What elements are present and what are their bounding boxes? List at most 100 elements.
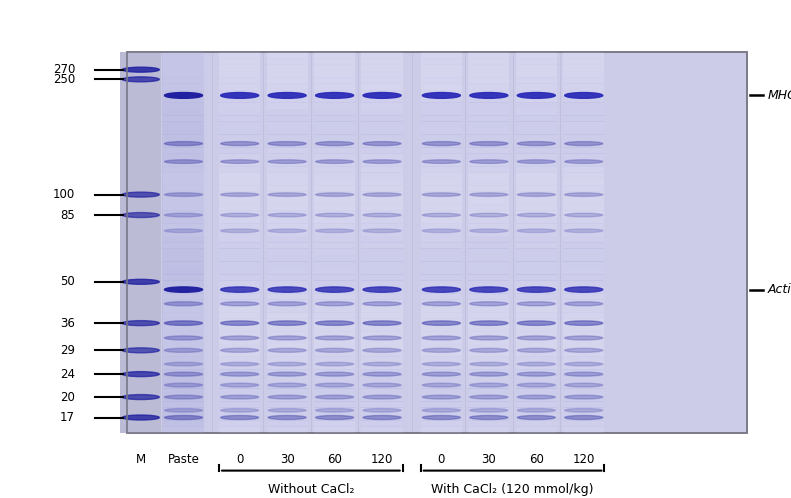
FancyBboxPatch shape: [516, 255, 557, 262]
FancyBboxPatch shape: [516, 147, 557, 154]
Ellipse shape: [470, 287, 508, 292]
Text: 0: 0: [236, 453, 244, 466]
FancyBboxPatch shape: [361, 109, 403, 116]
FancyBboxPatch shape: [516, 407, 557, 414]
FancyBboxPatch shape: [361, 369, 403, 376]
FancyBboxPatch shape: [163, 77, 204, 84]
Ellipse shape: [165, 141, 202, 145]
Ellipse shape: [565, 302, 603, 306]
FancyBboxPatch shape: [421, 407, 462, 414]
FancyBboxPatch shape: [563, 242, 604, 249]
FancyBboxPatch shape: [421, 394, 462, 401]
FancyBboxPatch shape: [361, 357, 403, 364]
FancyBboxPatch shape: [163, 210, 204, 217]
Ellipse shape: [363, 93, 401, 98]
Ellipse shape: [165, 362, 202, 366]
FancyBboxPatch shape: [563, 274, 604, 281]
FancyBboxPatch shape: [421, 52, 462, 433]
Ellipse shape: [165, 383, 202, 387]
FancyBboxPatch shape: [468, 230, 509, 237]
FancyBboxPatch shape: [516, 420, 557, 427]
Ellipse shape: [363, 395, 401, 399]
Ellipse shape: [123, 415, 159, 420]
FancyBboxPatch shape: [516, 401, 557, 408]
FancyBboxPatch shape: [563, 306, 604, 313]
FancyBboxPatch shape: [219, 413, 260, 420]
Ellipse shape: [268, 336, 306, 340]
FancyBboxPatch shape: [163, 217, 204, 224]
Ellipse shape: [165, 302, 202, 306]
Ellipse shape: [565, 408, 603, 412]
Ellipse shape: [316, 336, 354, 340]
Ellipse shape: [268, 348, 306, 353]
FancyBboxPatch shape: [421, 363, 462, 370]
Ellipse shape: [565, 383, 603, 387]
FancyBboxPatch shape: [361, 401, 403, 408]
Ellipse shape: [422, 336, 460, 340]
FancyBboxPatch shape: [361, 249, 403, 255]
Ellipse shape: [422, 383, 460, 387]
FancyBboxPatch shape: [314, 413, 355, 420]
Ellipse shape: [517, 141, 555, 145]
FancyBboxPatch shape: [563, 90, 604, 97]
FancyBboxPatch shape: [468, 147, 509, 154]
FancyBboxPatch shape: [516, 122, 557, 128]
Ellipse shape: [268, 321, 306, 325]
FancyBboxPatch shape: [516, 363, 557, 370]
FancyBboxPatch shape: [563, 83, 604, 91]
FancyBboxPatch shape: [361, 172, 403, 179]
Ellipse shape: [470, 302, 508, 306]
FancyBboxPatch shape: [219, 344, 260, 351]
FancyBboxPatch shape: [468, 420, 509, 427]
FancyBboxPatch shape: [468, 274, 509, 281]
FancyBboxPatch shape: [516, 52, 557, 433]
FancyBboxPatch shape: [563, 128, 604, 135]
FancyBboxPatch shape: [361, 293, 403, 300]
Ellipse shape: [165, 348, 202, 353]
Ellipse shape: [470, 408, 508, 412]
FancyBboxPatch shape: [563, 357, 604, 364]
FancyBboxPatch shape: [219, 388, 260, 395]
FancyBboxPatch shape: [163, 159, 204, 166]
FancyBboxPatch shape: [163, 286, 204, 294]
FancyBboxPatch shape: [361, 388, 403, 395]
FancyBboxPatch shape: [516, 388, 557, 395]
Ellipse shape: [165, 287, 202, 292]
FancyBboxPatch shape: [361, 394, 403, 401]
FancyBboxPatch shape: [563, 147, 604, 154]
FancyBboxPatch shape: [563, 230, 604, 237]
Ellipse shape: [422, 287, 460, 292]
FancyBboxPatch shape: [516, 357, 557, 364]
FancyBboxPatch shape: [516, 90, 557, 97]
FancyBboxPatch shape: [314, 388, 355, 395]
FancyBboxPatch shape: [421, 369, 462, 376]
FancyBboxPatch shape: [163, 394, 204, 401]
FancyBboxPatch shape: [314, 140, 355, 147]
FancyBboxPatch shape: [267, 103, 308, 110]
Text: 250: 250: [53, 73, 75, 86]
FancyBboxPatch shape: [314, 267, 355, 274]
Ellipse shape: [123, 213, 159, 218]
FancyBboxPatch shape: [468, 242, 509, 249]
FancyBboxPatch shape: [516, 261, 557, 268]
FancyBboxPatch shape: [267, 217, 308, 224]
Ellipse shape: [470, 213, 508, 217]
FancyBboxPatch shape: [563, 77, 604, 84]
Text: Without CaCl₂: Without CaCl₂: [267, 483, 354, 496]
Ellipse shape: [221, 415, 259, 419]
Ellipse shape: [221, 408, 259, 412]
FancyBboxPatch shape: [516, 382, 557, 389]
Ellipse shape: [123, 348, 159, 353]
Ellipse shape: [422, 160, 460, 163]
Ellipse shape: [517, 213, 555, 217]
Ellipse shape: [565, 229, 603, 233]
Ellipse shape: [268, 415, 306, 419]
Ellipse shape: [123, 279, 159, 284]
FancyBboxPatch shape: [314, 90, 355, 97]
Ellipse shape: [422, 415, 460, 419]
Ellipse shape: [363, 213, 401, 217]
FancyBboxPatch shape: [421, 223, 462, 230]
FancyBboxPatch shape: [516, 293, 557, 300]
Ellipse shape: [565, 321, 603, 325]
FancyBboxPatch shape: [163, 223, 204, 230]
